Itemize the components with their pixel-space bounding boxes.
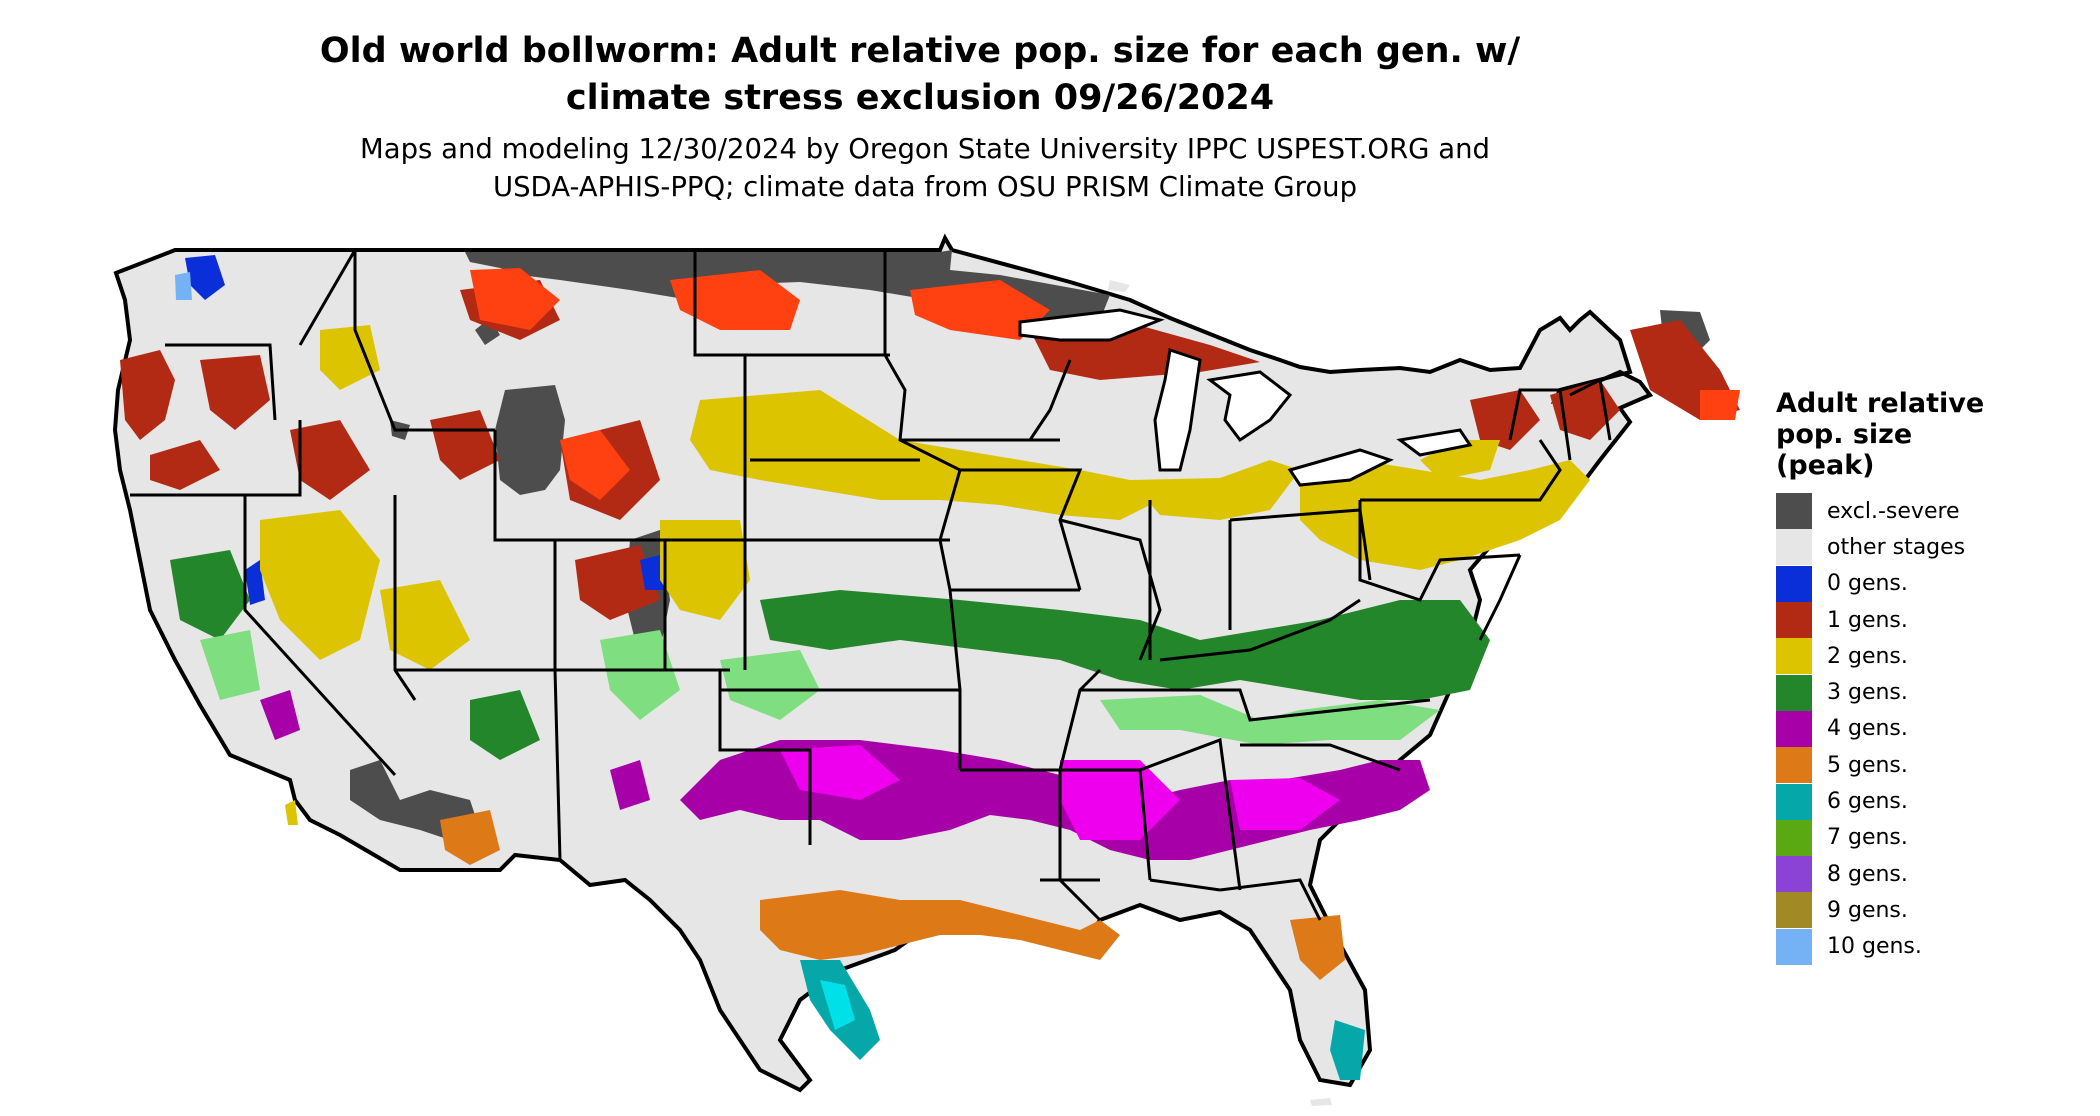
legend-label: other stages [1827, 534, 1966, 560]
legend-title-line-2: pop. size [1776, 419, 1913, 450]
gen6-bright-areas [820, 980, 855, 1030]
great-lakes [1018, 308, 1473, 487]
legend-label: excl.-severe [1827, 498, 1960, 524]
legend-label: 0 gens. [1827, 571, 1908, 597]
legend-label: 2 gens. [1827, 643, 1908, 669]
legend-item-excl-severe: excl.-severe [1776, 493, 2076, 530]
legend-title-line-1: Adult relative [1776, 388, 1985, 419]
legend-item-2-gens: 2 gens. [1776, 638, 2076, 675]
legend: Adult relative pop. size (peak) excl.-se… [1776, 388, 2076, 965]
map-title-line-2: climate stress exclusion 09/26/2024 [565, 78, 1275, 118]
legend-label: 7 gens. [1827, 825, 1908, 851]
legend-item-10-gens: 10 gens. [1776, 928, 2076, 965]
map-title-line-1: Old world bollworm: Adult relative pop. … [319, 31, 1521, 71]
coastal-islands [1108, 280, 1332, 1106]
legend-item-5-gens: 5 gens. [1776, 747, 2076, 784]
state-boundaries [130, 249, 1612, 922]
gen10-areas [175, 272, 192, 300]
legend-swatch [1776, 674, 1812, 711]
map-subtitle: Maps and modeling 12/30/2024 by Oregon S… [210, 130, 1640, 206]
legend-item-other-stages: other stages [1776, 529, 2076, 566]
gen3-areas [170, 550, 1490, 760]
legend-label: 1 gens. [1827, 607, 1908, 633]
legend-swatch [1776, 493, 1812, 530]
legend-label: 9 gens. [1827, 897, 1908, 923]
legend-item-7-gens: 7 gens. [1776, 819, 2076, 856]
legend-item-4-gens: 4 gens. [1776, 710, 2076, 747]
map-subtitle-line-2: USDA-APHIS-PPQ; climate data from OSU PR… [492, 171, 1358, 203]
gen0-areas [185, 255, 665, 605]
legend-item-0-gens: 0 gens. [1776, 565, 2076, 602]
legend-label: 4 gens. [1827, 716, 1908, 742]
legend-swatch [1776, 638, 1812, 675]
legend-swatch [1776, 529, 1812, 566]
legend-swatch [1776, 783, 1812, 820]
legend-label: 8 gens. [1827, 861, 1908, 887]
legend-swatch [1776, 856, 1812, 893]
legend-swatch [1776, 892, 1812, 929]
legend-title-line-3: (peak) [1776, 450, 1875, 481]
legend-item-3-gens: 3 gens. [1776, 674, 2076, 711]
legend-swatch [1776, 747, 1812, 784]
legend-item-1-gens: 1 gens. [1776, 602, 2076, 639]
legend-swatch [1776, 710, 1812, 747]
legend-item-6-gens: 6 gens. [1776, 783, 2076, 820]
legend-swatch [1776, 819, 1812, 856]
legend-item-9-gens: 9 gens. [1776, 892, 2076, 929]
legend-label: 6 gens. [1827, 789, 1908, 815]
legend-swatch [1776, 565, 1812, 602]
legend-swatch [1776, 928, 1812, 965]
gen1-bright-areas [470, 268, 1740, 500]
legend-item-8-gens: 8 gens. [1776, 856, 2076, 893]
map-title: Old world bollworm: Adult relative pop. … [190, 28, 1650, 122]
legend-label: 10 gens. [1827, 934, 1922, 960]
legend-swatch [1776, 602, 1812, 639]
legend-label: 5 gens. [1827, 752, 1908, 778]
gen5-areas [440, 810, 1345, 980]
legend-title: Adult relative pop. size (peak) [1776, 388, 2076, 481]
legend-label: 3 gens. [1827, 680, 1908, 706]
map-subtitle-line-1: Maps and modeling 12/30/2024 by Oregon S… [360, 133, 1490, 165]
